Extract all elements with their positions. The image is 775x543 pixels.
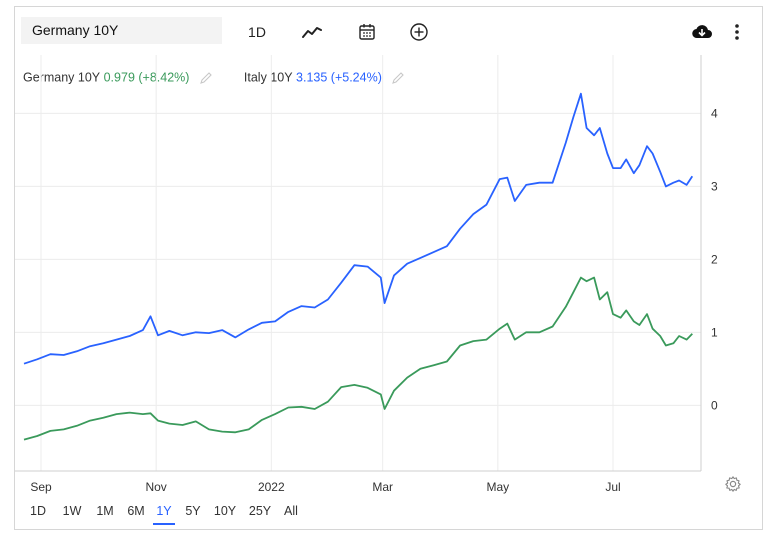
x-tick-label: Sep	[30, 480, 52, 494]
series-line-germany-10y	[23, 276, 693, 441]
settings-gear-icon[interactable]	[724, 475, 742, 493]
chart-canvas: 0 1 2 3 4 Sep Nov 2022 Mar May Jul	[15, 55, 718, 494]
x-tick-label: May	[487, 480, 510, 494]
chart-widget: Germany 10Y 1D	[14, 6, 763, 530]
y-tick-label: 3	[711, 179, 718, 193]
more-vertical-icon[interactable]	[727, 20, 747, 44]
range-1w[interactable]: 1W	[62, 504, 82, 518]
pencil-icon[interactable]	[391, 71, 405, 85]
legend-value-italy: 3.135	[296, 70, 328, 85]
range-25y[interactable]: 25Y	[248, 504, 272, 518]
x-tick-label: Jul	[605, 480, 620, 494]
legend-value-germany: 0.979	[103, 70, 135, 85]
legend-name-germany: Germany 10Y	[23, 70, 101, 85]
symbol-input[interactable]: Germany 10Y	[21, 17, 222, 44]
range-1d[interactable]: 1D	[30, 504, 46, 518]
legend-change-germany: (+8.42%)	[138, 70, 190, 85]
pencil-icon[interactable]	[199, 71, 213, 85]
legend-name-italy: Italy 10Y	[243, 70, 293, 85]
x-tick-label: 2022	[258, 480, 285, 494]
range-1y[interactable]: 1Y	[153, 503, 175, 525]
series-line-italy-10y	[23, 92, 694, 365]
y-tick-label: 1	[711, 325, 718, 339]
y-tick-label: 0	[711, 398, 718, 412]
calendar-icon[interactable]	[352, 20, 382, 44]
x-tick-label: Nov	[145, 480, 166, 494]
range-5y[interactable]: 5Y	[185, 504, 201, 518]
interval-button[interactable]: 1D	[248, 24, 266, 40]
chart-legend: Germany 10Y 0.979 (+8.42%) Italy 10Y 3.1…	[23, 70, 405, 85]
range-1m[interactable]: 1M	[96, 504, 114, 518]
add-circle-icon[interactable]	[404, 20, 434, 44]
legend-change-italy: (+5.24%)	[330, 70, 382, 85]
cloud-download-icon[interactable]	[689, 20, 715, 44]
y-tick-label: 4	[711, 106, 718, 120]
chart-toolbar: Germany 10Y 1D	[15, 7, 762, 57]
range-10y[interactable]: 10Y	[213, 504, 237, 518]
range-selector: 1D 1W 1M 6M 1Y 5Y 10Y 25Y All	[15, 503, 335, 525]
range-6m[interactable]: 6M	[127, 504, 145, 518]
x-tick-label: Mar	[372, 480, 393, 494]
line-chart-icon[interactable]	[297, 20, 327, 44]
range-all[interactable]: All	[284, 504, 298, 518]
y-tick-label: 2	[711, 252, 718, 266]
